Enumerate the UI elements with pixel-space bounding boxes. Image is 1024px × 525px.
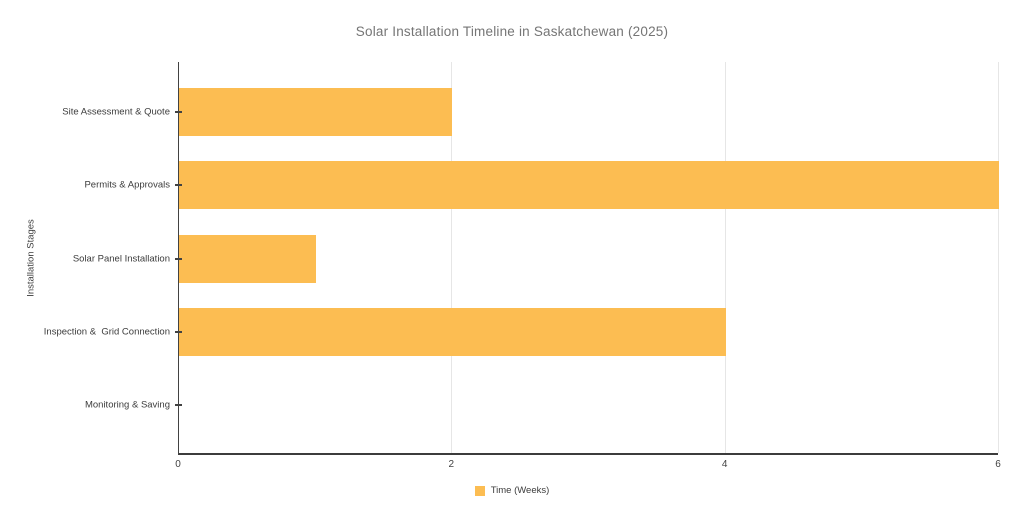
legend-swatch-icon	[474, 485, 485, 496]
category-label: Solar Panel Installation	[72, 253, 170, 264]
legend-series-label: Time (Weeks)	[490, 485, 550, 496]
category-label: Monitoring & Saving	[84, 399, 170, 411]
y-axis-category-labels: Site Assessment & Quote Permits & Approva…	[0, 62, 170, 455]
legend: Time (Weeks)	[0, 485, 1024, 496]
x-tick-label-4: 4	[721, 459, 728, 470]
y-tick-mark	[175, 330, 182, 333]
x-axis-tick-labels: 0 2 4 6	[0, 459, 1024, 473]
y-tick-mark	[175, 110, 182, 113]
bar-3	[179, 234, 316, 283]
bar-1	[179, 87, 453, 136]
y-tick-mark	[175, 184, 182, 187]
category-label: Site Assessment & Quote	[62, 106, 170, 118]
plot-area	[175, 62, 999, 455]
bar-4	[179, 307, 726, 356]
x-tick-label-0: 0	[175, 459, 181, 470]
gridline-x-2	[451, 62, 453, 453]
gridline-x-4	[724, 62, 726, 453]
category-label: Inspection & Grid Connection	[43, 326, 170, 338]
x-tick-label-6: 6	[995, 459, 1001, 470]
bar-2	[179, 161, 999, 210]
x-tick-label-2: 2	[448, 459, 455, 470]
gridline-x-6	[998, 62, 999, 453]
chart-title: Solar Installation Timeline in Saskatche…	[355, 24, 669, 39]
category-label: Permits & Approvals	[84, 179, 170, 191]
y-tick-mark	[175, 257, 182, 260]
y-tick-mark	[175, 404, 182, 407]
